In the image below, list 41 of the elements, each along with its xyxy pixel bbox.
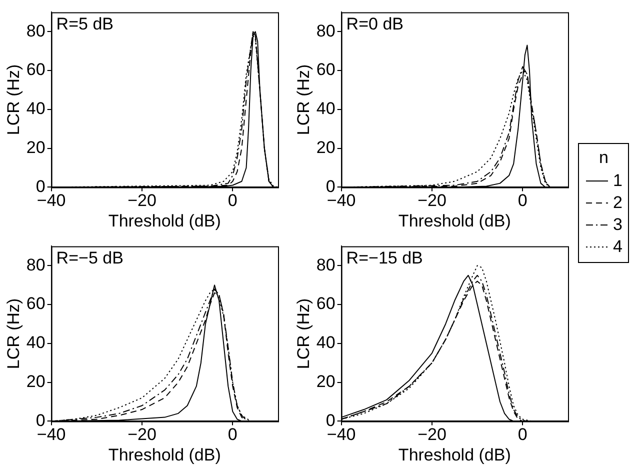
x-tick-label: 0 — [518, 191, 528, 210]
y-tick-label: 40 — [26, 333, 46, 352]
y-axis-title: LCR (Hz) — [4, 298, 23, 370]
y-tick-label: 40 — [316, 99, 336, 118]
x-tick-label: 0 — [228, 425, 238, 444]
legend-label: 1 — [613, 171, 622, 191]
y-tick-label: 40 — [26, 99, 46, 118]
y-tick-label: 60 — [316, 294, 336, 314]
x-tick-label: −20 — [128, 425, 156, 444]
y-tick-label: 20 — [316, 372, 336, 391]
x-tick-label: −20 — [418, 191, 446, 210]
y-axis-title: LCR (Hz) — [4, 64, 23, 136]
annotation: R=−5 dB — [56, 248, 124, 268]
x-tick-label: 0 — [518, 425, 528, 444]
x-tick-label: 0 — [228, 191, 238, 210]
y-tick-label: 60 — [26, 294, 46, 314]
x-axis-title: Threshold (dB) — [398, 445, 511, 464]
x-axis-title: Threshold (dB) — [108, 445, 221, 464]
y-tick-label: 40 — [316, 333, 336, 352]
x-axis-title: Threshold (dB) — [108, 211, 221, 230]
x-tick-label: −20 — [128, 191, 156, 210]
y-tick-label: 80 — [316, 21, 336, 40]
annotation: R=−15 dB — [346, 248, 423, 268]
y-tick-label: 60 — [316, 60, 336, 80]
y-tick-label: 20 — [316, 138, 336, 157]
y-tick-label: 80 — [26, 21, 46, 40]
legend-label: 3 — [613, 215, 622, 235]
y-axis-title: LCR (Hz) — [294, 298, 313, 370]
y-tick-label: 60 — [26, 60, 46, 80]
x-tick-label: −20 — [418, 425, 446, 444]
y-tick-label: 20 — [26, 138, 46, 157]
legend-label: 2 — [613, 193, 622, 213]
legend-label: 4 — [613, 237, 622, 257]
y-tick-label: 20 — [26, 372, 46, 391]
y-tick-label: 80 — [316, 255, 336, 274]
annotation: R=5 dB — [56, 14, 114, 34]
x-axis-title: Threshold (dB) — [398, 211, 511, 230]
y-axis-title: LCR (Hz) — [294, 64, 313, 136]
y-tick-label: 80 — [26, 255, 46, 274]
legend-title: n — [598, 148, 610, 168]
annotation: R=0 dB — [346, 14, 404, 34]
